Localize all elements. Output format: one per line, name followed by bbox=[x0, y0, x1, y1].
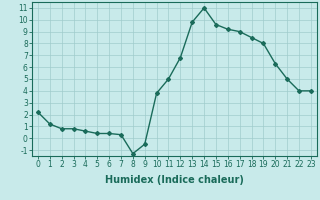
X-axis label: Humidex (Indice chaleur): Humidex (Indice chaleur) bbox=[105, 175, 244, 185]
